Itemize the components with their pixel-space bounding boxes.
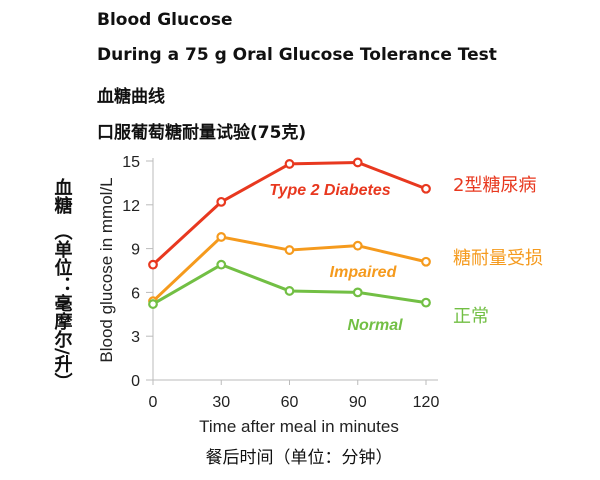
x-axis-title-cn: 餐后时间（单位：分钟） — [206, 448, 393, 468]
data-point-normal — [284, 286, 295, 296]
data-point-normal — [216, 259, 227, 270]
x-tick-label: 0 — [149, 394, 158, 411]
series-label-cn-impaired: 糖耐量受损 — [453, 248, 543, 269]
y-tick-label: 0 — [131, 373, 140, 390]
data-point-normal — [352, 287, 363, 298]
series-label-normal: Normal — [347, 317, 403, 334]
series-label-cn-type-2-diabetes: 2型糖尿病 — [453, 175, 536, 196]
data-point-impaired — [421, 256, 431, 267]
x-axis-title: Time after meal in minutes — [199, 417, 399, 436]
y-tick-label: 6 — [131, 285, 140, 302]
chart-subtitle-cn: 口服葡萄糖耐量试验(75克) — [97, 123, 307, 143]
series-layer — [148, 157, 431, 309]
data-point-impaired — [284, 245, 295, 255]
y-axis-title-cn-bottom: （单位：毫摩尔/升） — [52, 222, 73, 391]
data-point-type-2-diabetes — [148, 259, 158, 270]
data-point-type-2-diabetes — [421, 183, 431, 194]
y-tick-label: 9 — [131, 242, 140, 259]
series-label-type-2-diabetes: Type 2 Diabetes — [269, 182, 390, 199]
data-point-type-2-diabetes — [284, 159, 295, 169]
series-label-cn-normal: 正常 — [453, 306, 489, 327]
y-axis-title: Blood glucose in mmol/L — [97, 177, 116, 362]
x-tick-label: 90 — [349, 394, 367, 411]
data-point-impaired — [216, 232, 227, 242]
y-axis-title-cn-top: 血糖 — [52, 177, 73, 215]
y-tick-label: 15 — [122, 154, 140, 171]
chart-subtitle: During a 75 g Oral Glucose Tolerance Tes… — [97, 45, 497, 65]
axis-ticks: 0 3 6 9 12 15 0 30 60 90 120 — [122, 154, 439, 411]
y-tick-label: 12 — [122, 198, 140, 215]
series-labels: Type 2 Diabetes 2型糖尿病 Impaired 糖耐量受损 Normal 正… — [269, 175, 543, 334]
x-tick-label: 30 — [212, 394, 230, 411]
data-point-normal — [421, 297, 431, 308]
data-point-type-2-diabetes — [216, 196, 227, 207]
chart-title-cn: 血糖曲线 — [97, 87, 165, 107]
x-tick-label: 60 — [281, 394, 299, 411]
y-tick-label: 3 — [131, 329, 140, 346]
chart-title: Blood Glucose — [97, 10, 233, 30]
series-label-impaired: Impaired — [330, 264, 398, 281]
data-point-normal — [148, 299, 158, 309]
data-point-type-2-diabetes — [352, 157, 363, 168]
x-tick-label: 120 — [413, 394, 440, 411]
data-point-impaired — [352, 240, 363, 251]
